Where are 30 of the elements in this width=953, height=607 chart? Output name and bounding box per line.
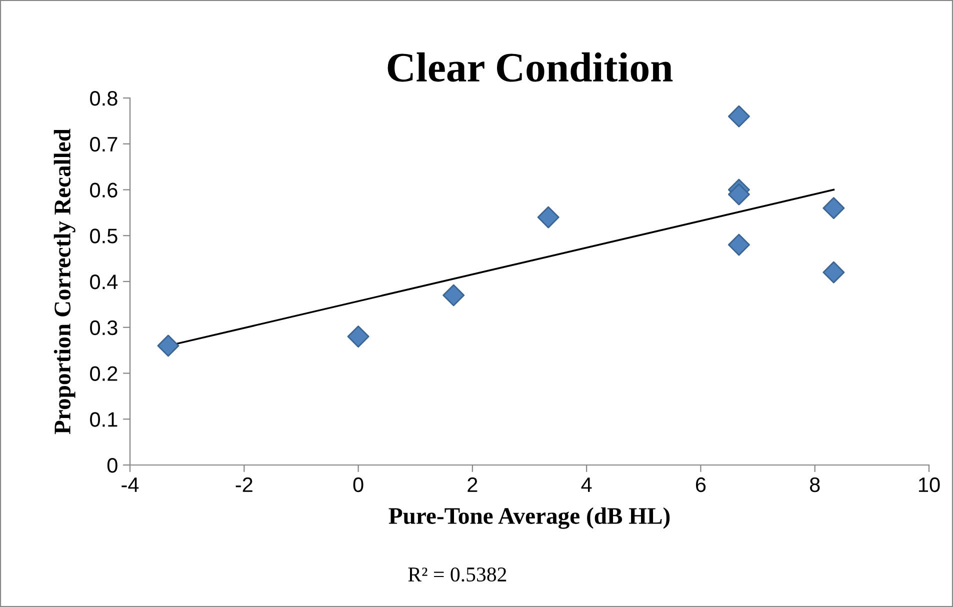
y-tick-label: 0.3 <box>90 320 118 336</box>
y-tick-label: 0.6 <box>90 182 118 198</box>
x-tick-label: -2 <box>236 477 252 492</box>
point <box>157 334 180 357</box>
point <box>728 183 750 206</box>
point <box>728 105 750 128</box>
y-tick-label: 0.7 <box>90 136 118 152</box>
x-tick-label: 0 <box>353 477 364 492</box>
x-tick-label: 2 <box>468 477 478 492</box>
x-tick-label: 6 <box>696 477 706 492</box>
point <box>822 261 845 284</box>
y-axis-title: Proportion Correctly Recalled <box>54 128 76 434</box>
y-tick-label: 0.4 <box>90 274 118 290</box>
point <box>537 206 560 228</box>
point <box>347 326 370 348</box>
x-tick-label: 10 <box>919 477 940 492</box>
point <box>442 284 465 306</box>
y-tick-label: 0.8 <box>90 91 118 106</box>
y-tick-label: 0.5 <box>90 228 118 244</box>
point <box>728 234 750 256</box>
y-tick-label: 0.2 <box>90 366 118 382</box>
x-axis-title: Pure-Tone Average (dB HL) <box>388 507 670 529</box>
point <box>822 197 845 220</box>
y-tick-label: 0.1 <box>90 412 118 427</box>
chart-title: Clear Condition <box>388 52 673 82</box>
y-tick-label: 0 <box>107 458 118 473</box>
x-tick-label: -4 <box>122 478 139 492</box>
text: R² = 0.5382 <box>408 567 506 582</box>
x-tick-label: 4 <box>581 478 592 492</box>
x-tick-label: 8 <box>810 477 820 492</box>
